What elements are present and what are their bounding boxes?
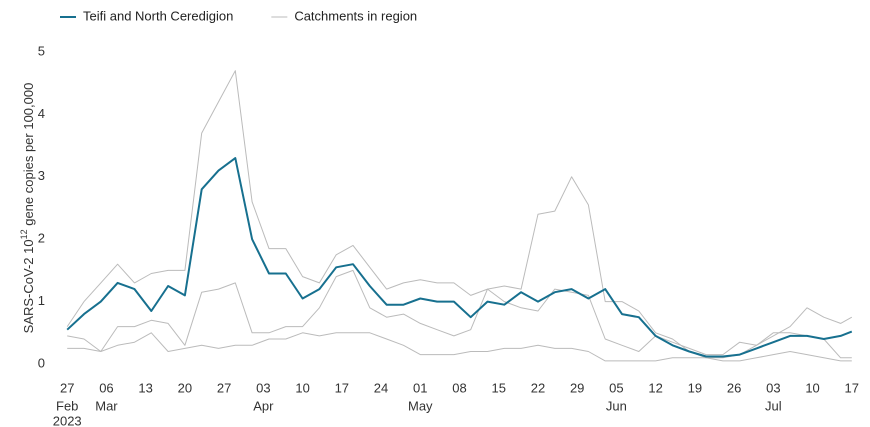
x-tick-label: 17: [845, 380, 859, 395]
y-label-sup: 12: [19, 229, 29, 239]
x-tick-sublabel: Feb: [56, 398, 78, 413]
x-tick-sublabel: 2023: [53, 413, 82, 427]
y-tick-label: 3: [38, 168, 45, 183]
x-tick-label: 05: [609, 380, 623, 395]
x-tick-sublabel: Mar: [95, 398, 118, 413]
x-tick-label: 06: [99, 380, 113, 395]
x-tick-label: 13: [138, 380, 152, 395]
x-tick-label: 24: [374, 380, 388, 395]
x-tick-label: 26: [727, 380, 741, 395]
x-tick-label: 03: [256, 380, 270, 395]
y-label-part: gene copies per 100,000: [21, 83, 36, 230]
x-tick-label: 29: [570, 380, 584, 395]
x-tick-sublabel: Jun: [606, 398, 627, 413]
y-tick-label: 2: [38, 231, 45, 246]
x-tick-label: 03: [766, 380, 780, 395]
x-tick-label: 10: [805, 380, 819, 395]
x-tick-label: 19: [688, 380, 702, 395]
series-line: [67, 332, 852, 362]
x-tick-label: 27: [60, 380, 74, 395]
x-tick-label: 08: [452, 380, 466, 395]
x-tick-sublabel: Apr: [253, 398, 274, 413]
x-tick-label: 01: [413, 380, 427, 395]
y-tick-label: 0: [38, 355, 45, 370]
y-axis-label: SARS-CoV-2 1012 gene copies per 100,000: [19, 83, 36, 334]
series-line: [66, 70, 853, 359]
x-tick-label: 20: [178, 380, 192, 395]
x-tick-label: 12: [648, 380, 662, 395]
x-tick-sublabel: Jul: [765, 398, 782, 413]
x-tick-label: 15: [491, 380, 505, 395]
x-tick-label: 27: [217, 380, 231, 395]
x-tick-label: 10: [295, 380, 309, 395]
legend-text: Catchments in region: [294, 8, 417, 23]
y-tick-label: 5: [38, 43, 45, 58]
legend-text: Teifi and North Ceredigion: [83, 8, 233, 23]
y-tick-label: 4: [38, 106, 45, 121]
y-tick-label: 1: [38, 293, 45, 308]
series-line: [66, 157, 853, 358]
x-tick-label: 17: [335, 380, 349, 395]
y-label-part: SARS-CoV-2 10: [21, 239, 36, 333]
x-tick-sublabel: May: [408, 398, 433, 413]
x-tick-label: 22: [531, 380, 545, 395]
series-line: [67, 269, 852, 359]
